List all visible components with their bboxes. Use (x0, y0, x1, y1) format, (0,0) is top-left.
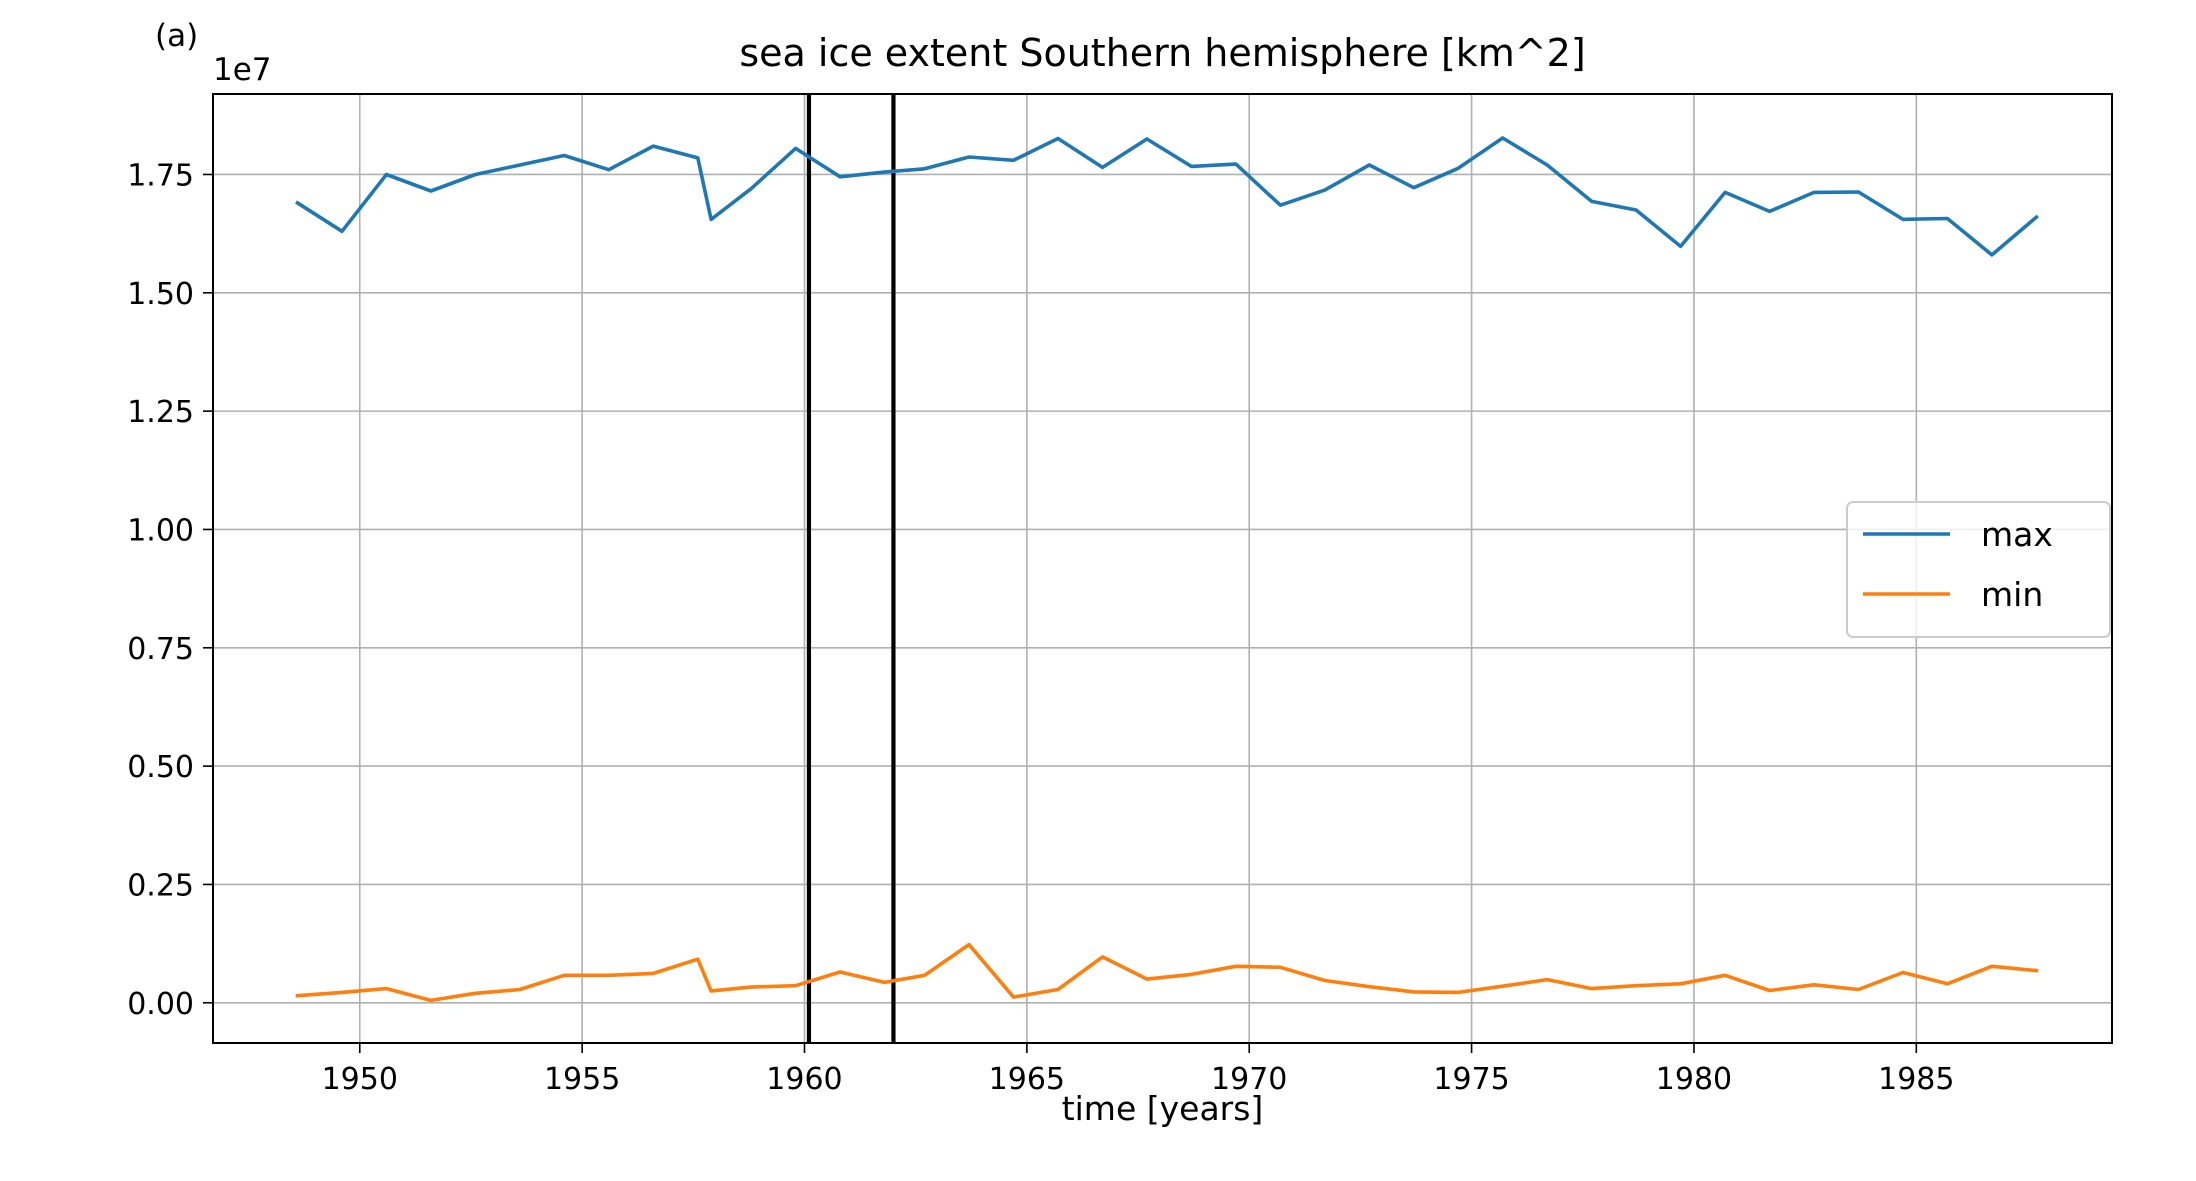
x-tick-label: 1970 (1211, 1062, 1287, 1097)
chart-title: sea ice extent Southern hemisphere [km^2… (739, 31, 1585, 75)
legend-label-max: max (1981, 515, 2053, 554)
series-line-min (295, 942, 2039, 1003)
y-tick-label: 1.25 (127, 395, 194, 430)
plot-frame (212, 93, 2113, 1044)
y-axis-offset-label: 1e7 (213, 52, 272, 88)
x-tick-label: 1960 (766, 1062, 842, 1097)
legend: max min (1846, 501, 2111, 638)
y-tick-label: 0.25 (127, 868, 194, 903)
panel-label: (a) (155, 18, 198, 54)
x-tick-label: 1975 (1433, 1062, 1509, 1097)
legend-box (1846, 501, 2111, 638)
y-tick-label: 0.50 (127, 750, 194, 785)
y-tick-label: 1.75 (127, 158, 194, 193)
x-tick-label: 1965 (989, 1062, 1065, 1097)
legend-label-min: min (1981, 575, 2043, 614)
x-tick-label: 1955 (544, 1062, 620, 1097)
y-tick-label: 0.00 (127, 987, 194, 1022)
grid (213, 94, 2112, 1043)
y-tick-label: 1.50 (127, 277, 194, 312)
x-tick-label: 1980 (1656, 1062, 1732, 1097)
series-line-max (295, 136, 2039, 257)
y-tick-label: 1.00 (127, 513, 194, 548)
x-axis-label: time [years] (1062, 1089, 1264, 1128)
vertical-markers (806, 94, 896, 1043)
y-tick-label: 0.75 (127, 632, 194, 667)
x-tick-label: 1950 (322, 1062, 398, 1097)
x-tick-label: 1985 (1878, 1062, 1954, 1097)
axis-ticks: 1950 1955 1960 1965 1970 1975 1980 1985 0.00 0.25… (127, 158, 1954, 1097)
series-lines (295, 136, 2039, 1003)
